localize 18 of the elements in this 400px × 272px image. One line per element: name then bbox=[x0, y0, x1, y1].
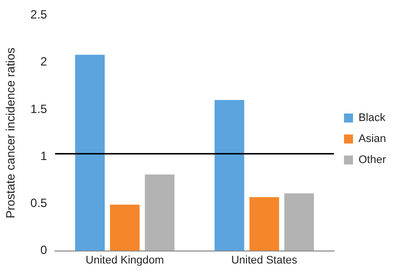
x-tick-label: United States bbox=[231, 254, 298, 266]
x-tick-label: United Kingdom bbox=[86, 254, 164, 266]
y-tick-label: 2.5 bbox=[30, 8, 48, 22]
y-tick-label: 1 bbox=[40, 148, 48, 163]
bar bbox=[144, 174, 174, 251]
y-tick-label: 0 bbox=[40, 243, 48, 258]
y-axis-title: Prostate cancer incidence ratios bbox=[4, 48, 18, 218]
bar bbox=[214, 100, 244, 251]
bar bbox=[249, 197, 280, 251]
legend-label: Asian bbox=[358, 133, 386, 146]
y-tick-label: 0.5 bbox=[30, 196, 48, 210]
y-tick-label: 2 bbox=[40, 54, 48, 69]
y-tick-label: 1.5 bbox=[30, 102, 48, 116]
legend-label: Black bbox=[358, 112, 386, 124]
bar bbox=[110, 204, 140, 251]
legend-label: Other bbox=[358, 154, 386, 166]
bar bbox=[75, 54, 105, 251]
bar bbox=[284, 193, 314, 251]
